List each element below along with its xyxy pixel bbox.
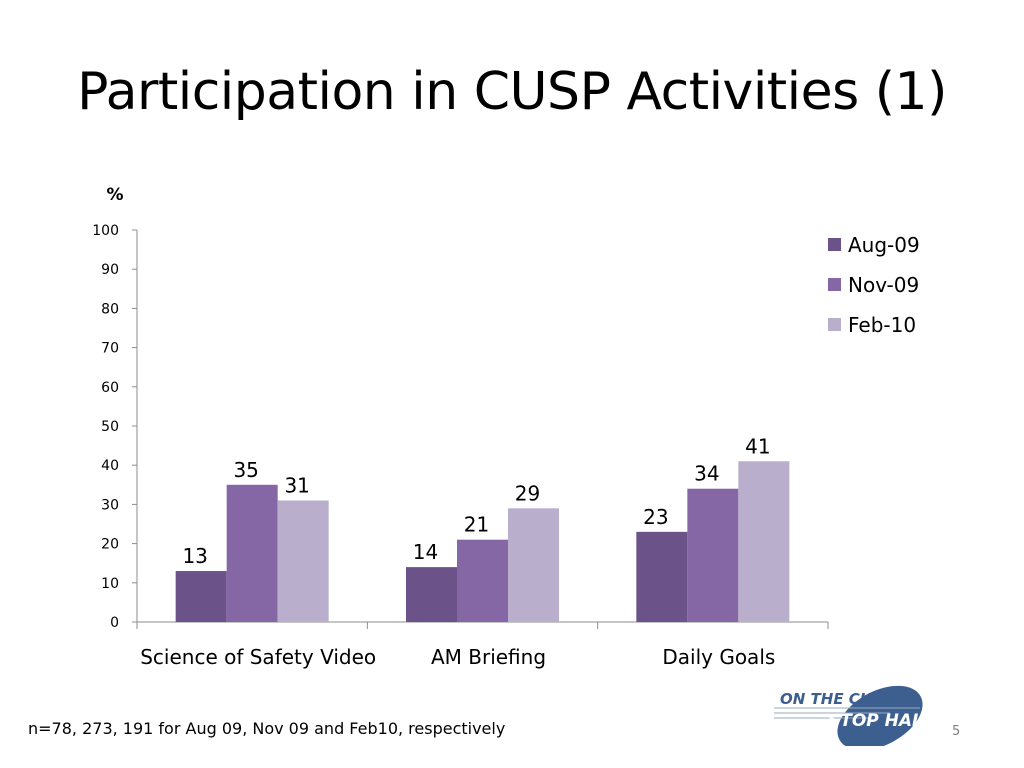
legend-swatch [828,318,841,331]
bar [406,567,457,622]
category-label: AM Briefing [431,645,546,669]
y-tick-label: 90 [101,262,119,278]
y-tick-label: 100 [92,223,119,239]
y-axis-label: % [106,185,123,205]
bar [277,500,329,622]
y-tick-label: 30 [101,497,119,513]
y-tick-label: 60 [101,380,119,396]
data-label: 13 [182,544,207,568]
legend-label: Feb-10 [848,313,916,337]
category-label: Science of Safety Video [140,645,376,669]
data-label: 35 [233,458,258,482]
data-label: 29 [515,481,540,505]
bar [687,488,739,622]
bar [508,508,559,622]
bar-chart: % 0 10 20 30 40 50 60 70 80 90 100 13 35 31 Science of … [92,185,920,669]
legend-swatch [828,278,841,291]
legend-swatch [828,238,841,251]
category-label: Daily Goals [662,645,775,669]
on-the-cusp-logo: ON THE CUSP: STOP HAI [774,685,923,746]
y-tick-label: 0 [110,615,119,631]
footnote: n=78, 273, 191 for Aug 09, Nov 09 and Fe… [28,719,506,738]
legend-label: Nov-09 [848,273,919,297]
data-label: 31 [284,473,309,497]
data-label: 21 [464,513,489,537]
bar [226,484,278,622]
y-tick-label: 70 [101,341,119,357]
slide-number: 5 [952,724,961,739]
logo-line2: STOP HAI [828,711,918,731]
y-tick-label: 80 [101,301,119,317]
y-tick-label: 40 [101,458,119,474]
y-tick-label: 50 [101,419,119,435]
y-tick-label: 20 [101,537,119,553]
data-label: 34 [694,462,719,486]
data-label: 23 [643,505,668,529]
bar [175,571,227,622]
bar [457,539,508,622]
slide-title: Participation in CUSP Activities (1) [77,62,947,122]
data-label: 41 [745,434,770,458]
data-label: 14 [413,540,438,564]
bar [636,531,688,622]
logo-line1: ON THE CUSP: [780,690,900,708]
y-tick-label: 10 [101,576,119,592]
bar [738,461,790,622]
legend-label: Aug-09 [848,233,920,257]
